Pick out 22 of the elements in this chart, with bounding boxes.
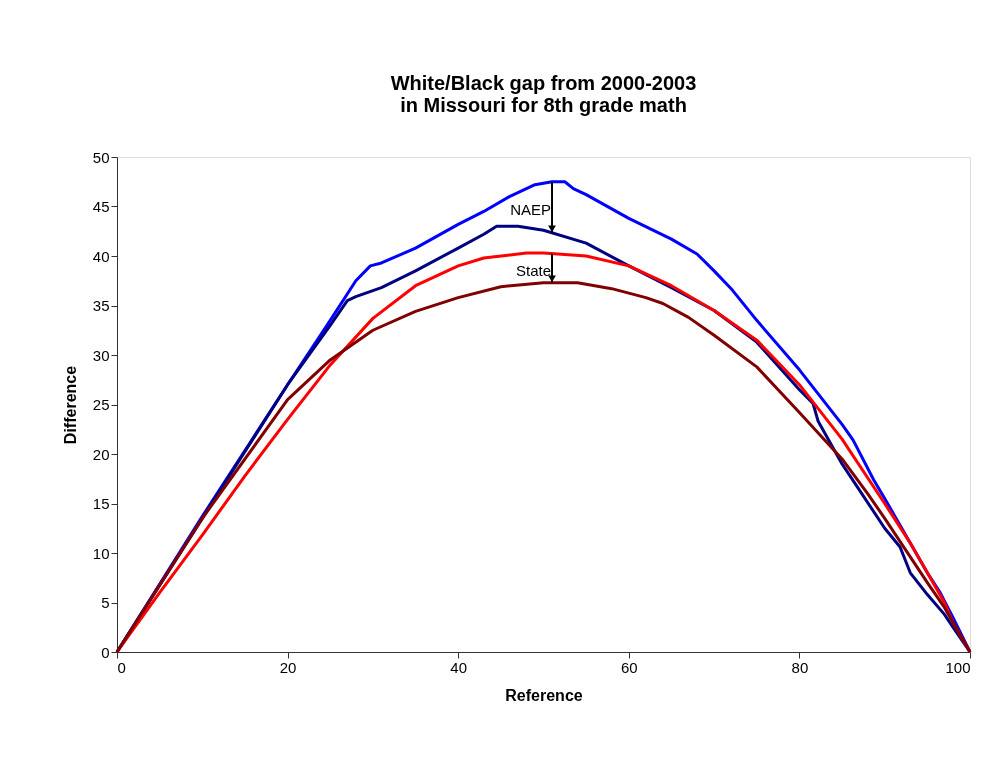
y-tick-label: 25 — [92, 396, 110, 413]
x-tick-label: 60 — [620, 658, 638, 676]
x-tick-label: 20 — [279, 658, 297, 676]
y-tick-label: 45 — [92, 198, 110, 215]
y-axis-title: Difference — [61, 365, 79, 445]
x-tick-label: 40 — [450, 658, 468, 676]
y-tick-label: 50 — [92, 148, 110, 166]
annotation: NAEP — [510, 201, 552, 219]
annotation: State — [516, 262, 552, 280]
x-tick-label: 100 — [945, 658, 971, 676]
y-tick-label: 30 — [92, 346, 110, 364]
x-tick-label: 80 — [791, 658, 809, 676]
y-tick-label: 20 — [92, 445, 110, 463]
y-tick-label: 35 — [92, 297, 110, 314]
y-tick-label: 5 — [101, 594, 110, 611]
x-tick-label: 0 — [117, 658, 126, 676]
y-tick-label: 40 — [92, 247, 110, 265]
y-tick-label: 15 — [92, 495, 110, 512]
chart-title: White/Black gap from 2000-2003 in Missouri for 8th grade math — [390, 72, 697, 116]
x-axis-title: Reference — [505, 686, 583, 704]
y-tick-label: 0 — [101, 643, 110, 661]
y-tick-label: 10 — [92, 544, 110, 562]
